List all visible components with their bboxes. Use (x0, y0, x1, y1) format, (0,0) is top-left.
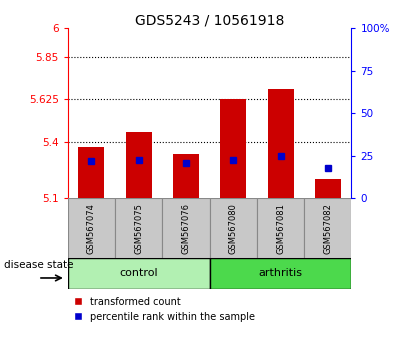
Text: GSM567076: GSM567076 (182, 203, 190, 254)
Bar (68, 198, 115, 258)
Bar (268, 89, 293, 198)
Text: GSM567081: GSM567081 (276, 203, 285, 254)
Bar (220, 99, 246, 198)
Title: GDS5243 / 10561918: GDS5243 / 10561918 (135, 13, 284, 27)
Text: arthritis: arthritis (259, 268, 302, 279)
Bar (210, 198, 257, 258)
Text: control: control (120, 268, 158, 279)
Bar (126, 132, 152, 198)
Text: GSM567075: GSM567075 (134, 203, 143, 254)
Legend: transformed count, percentile rank within the sample: transformed count, percentile rank withi… (73, 297, 255, 322)
Bar (315, 179, 341, 198)
Bar (79, 147, 104, 198)
Text: GSM567080: GSM567080 (229, 203, 238, 254)
Bar (68, 258, 210, 289)
Text: GSM567082: GSM567082 (323, 203, 332, 254)
Bar (173, 154, 199, 198)
Bar (257, 198, 304, 258)
Bar (210, 258, 351, 289)
Text: GSM567074: GSM567074 (87, 203, 96, 254)
Bar (162, 198, 210, 258)
Bar (304, 198, 351, 258)
Text: disease state: disease state (4, 260, 74, 270)
Bar (115, 198, 162, 258)
